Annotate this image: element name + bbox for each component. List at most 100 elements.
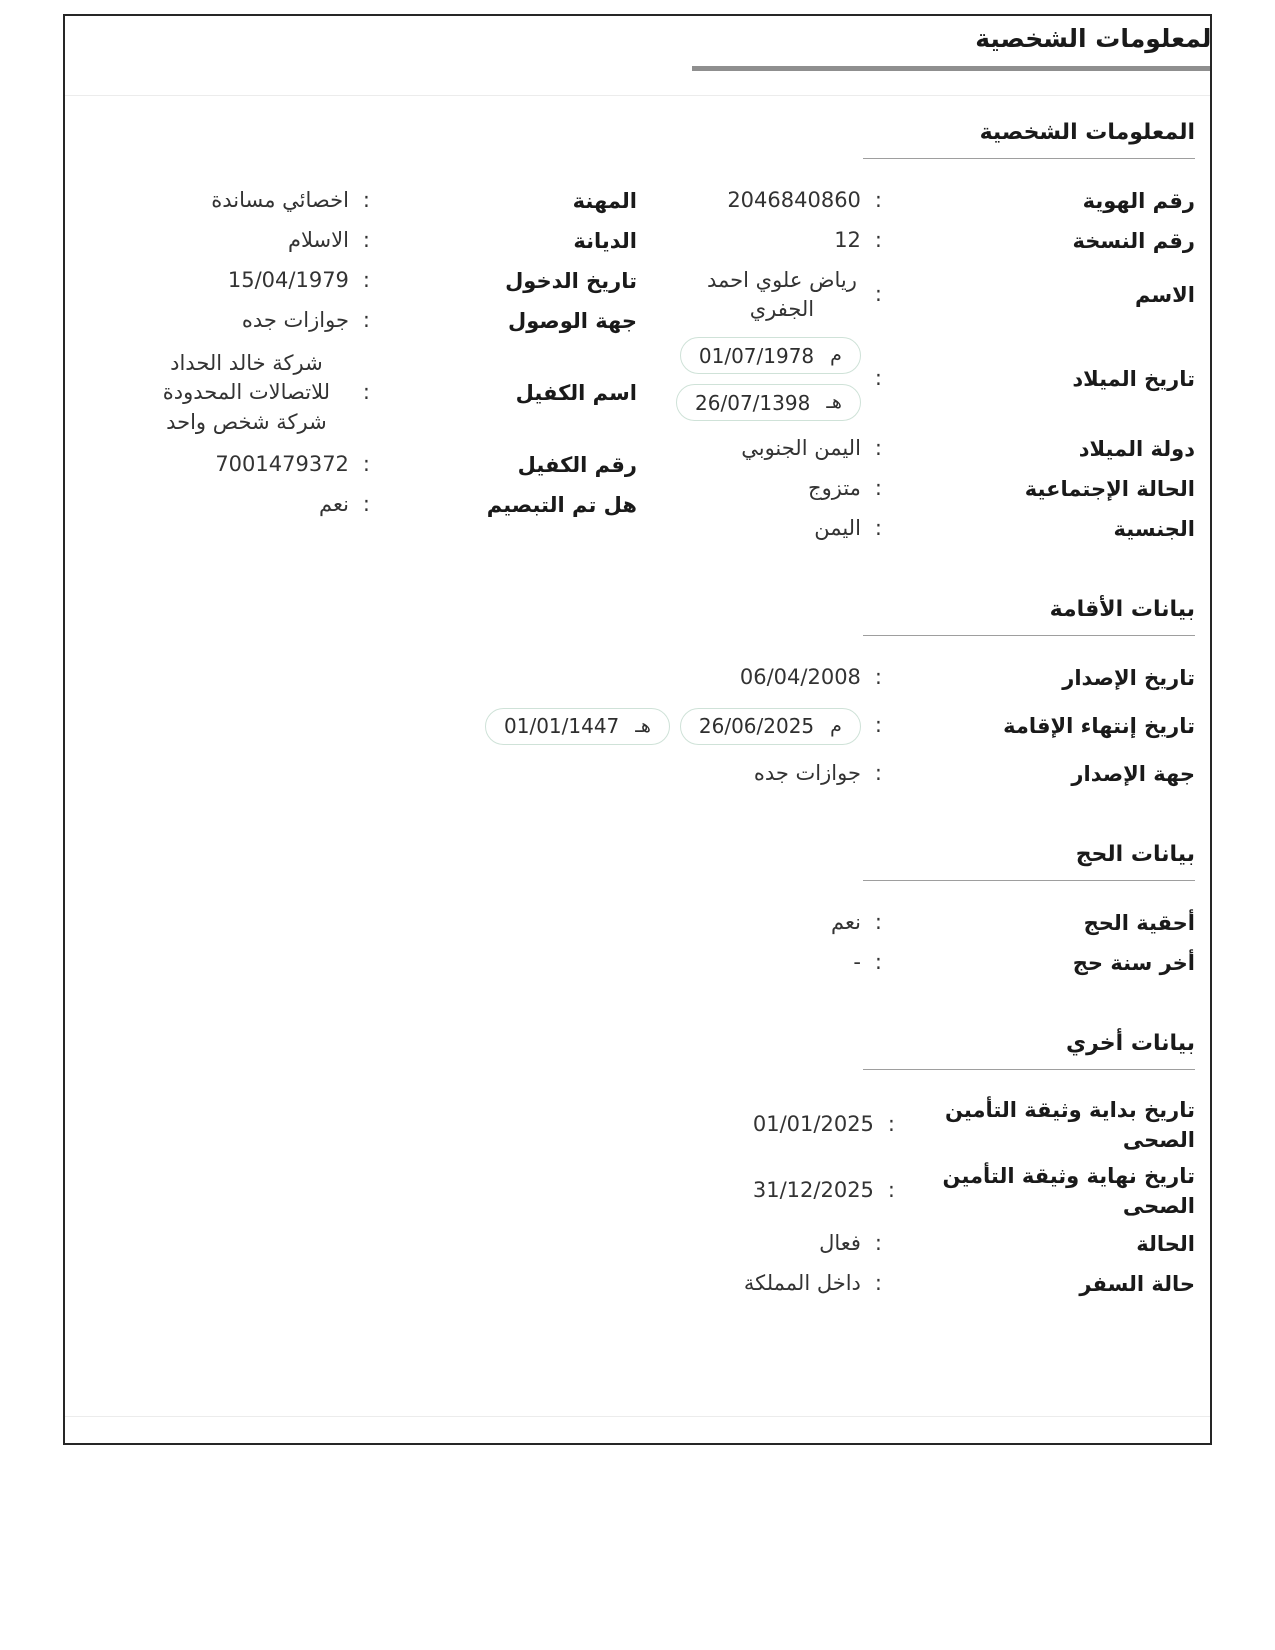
colon: : [874,188,882,213]
field-row-fingerprinted: هل تم التبصيم : نعم [80,485,637,525]
field-label: دولة الميلاد [1078,436,1195,461]
birth-date-chips: م 01/07/1978 هـ 26/07/1398 [676,337,861,421]
field-value: 01/01/2025 [752,1112,874,1137]
personal-right-column: رقم الهوية : 2046840860 رقم النسخة : 12 [637,181,1195,549]
field-row-entry-date: تاريخ الدخول : 15/04/1979 [80,261,637,301]
tab-bar: المعلومات الشخصية [65,16,1210,96]
colon: : [874,228,882,253]
chip-date: 26/07/1398 [695,390,811,415]
colon: : [874,1231,882,1256]
hijri-date-chip: هـ 26/07/1398 [676,384,861,421]
field-label: أخر سنة حج [1072,950,1195,975]
field-value-wrap: : متزوج [637,474,882,503]
field-value-wrap: : 06/04/2008 [80,663,882,692]
gregorian-date-chip: م 01/07/1978 [679,337,861,374]
field-value-wrap: : فعال [80,1229,882,1258]
era-label: م [830,714,842,737]
field-value: 12 [834,228,861,253]
colon: : [874,665,882,690]
field-value-wrap: : 7001479372 [80,450,370,479]
field-label: اسم الكفيل [515,380,637,405]
field-label: تاريخ إنتهاء الإقامة [1003,713,1195,738]
colon: : [362,452,370,477]
field-row-insurance-end: تاريخ نهاية وثيقة التأمين الصحى : 31/12/… [80,1158,1195,1224]
field-value: اليمن [814,516,861,541]
field-value: - [853,950,861,975]
field-label: تاريخ الميلاد [1072,366,1195,391]
field-row-name: الاسم : رياض علوي احمد الجفري [637,261,1195,329]
field-label: رقم الكفيل [517,452,637,477]
field-label: تاريخ نهاية وثيقة التأمين الصحى [942,1163,1195,1218]
field-label: الحالة الإجتماعية [1024,476,1195,501]
colon: : [874,1271,882,1296]
field-row-hajj-eligibility: أحقية الحج : نعم [80,903,1195,943]
chip-date: 01/07/1978 [698,343,815,368]
field-value-wrap: : 2046840860 [637,186,882,215]
field-value-wrap: : اخصائي مساندة [80,186,370,215]
field-value-wrap: : نعم [80,908,882,937]
chip-date: 26/06/2025 [698,714,815,738]
field-label: هل تم التبصيم [486,492,637,517]
field-value: متزوج [808,476,861,501]
field-row-iqama-expiry: تاريخ إنتهاء الإقامة : م 26/06/2025 هـ 0… [80,698,1195,754]
field-label: جهة الوصول [508,308,637,333]
colon: : [362,492,370,517]
field-value-wrap: : 12 [637,226,882,255]
field-value: 7001479372 [215,452,349,477]
field-value-wrap: : م 01/07/1978 هـ 26/07/1398 [637,337,882,421]
colon: : [362,268,370,293]
field-value-wrap: : داخل المملكة [80,1269,882,1298]
field-row-sponsor-number: رقم الكفيل : 7001479372 [80,445,637,485]
personal-left-column: المهنة : اخصائي مساندة الديانة : الاسلام [80,181,637,525]
tab-personal-info[interactable]: المعلومات الشخصية [975,24,1212,53]
card-footer-divider [65,1416,1210,1417]
card-content: المعلومات الشخصية رقم الهوية : 204684086… [65,120,1210,1304]
field-row-issue-authority: جهة الإصدار : جوازات جده [80,754,1195,794]
field-row-nationality: الجنسية : اليمن [637,509,1195,549]
iqama-expiry-chips: م 26/06/2025 هـ 01/01/1447 [485,707,861,745]
field-value: نعم [830,910,861,935]
field-label: جهة الإصدار [1071,761,1195,786]
field-value: جوازات جده [753,761,861,786]
field-row-issue-date: تاريخ الإصدار : 06/04/2008 [80,658,1195,698]
field-value-wrap: : - [80,948,882,977]
field-label: تاريخ الإصدار [1062,665,1195,690]
field-value: شركة خالد الحداد للاتصالات المحدودة شركة… [162,350,331,434]
field-value-wrap: : جوازات جده [80,306,370,335]
section-title-other: بيانات أخري [863,1031,1195,1070]
field-value-wrap: : رياض علوي احمد الجفري [637,266,882,325]
field-value: الاسلام [287,228,349,253]
field-value: 15/04/1979 [227,268,349,293]
field-row-last-hajj-year: أخر سنة حج : - [80,943,1195,983]
field-label: تاريخ الدخول [505,268,637,293]
field-row-birth-country: دولة الميلاد : اليمن الجنوبي [637,429,1195,469]
field-label: المهنة [572,188,637,213]
field-row-version-number: رقم النسخة : 12 [637,221,1195,261]
field-label: الديانة [573,228,637,253]
gregorian-date-chip: م 26/06/2025 [679,707,861,745]
field-row-birth-date: تاريخ الميلاد : م 01/07/1978 هـ 26/ [637,329,1195,429]
colon: : [362,380,370,405]
era-label: هـ [635,714,651,737]
field-value: 31/12/2025 [752,1178,874,1203]
hijri-date-chip: هـ 01/01/1447 [485,707,670,745]
field-label: الاسم [1135,282,1195,307]
colon: : [874,761,882,786]
field-label: حالة السفر [1079,1271,1195,1296]
colon: : [874,366,882,391]
colon: : [874,476,882,501]
field-value-wrap: : اليمن [637,514,882,543]
field-value-wrap: : نعم [80,490,370,519]
colon: : [362,308,370,333]
chip-date: 01/01/1447 [504,714,620,738]
field-label: الحالة [1136,1231,1195,1256]
field-value: 2046840860 [727,188,861,213]
colon: : [874,436,882,461]
section-personal-body: رقم الهوية : 2046840860 رقم النسخة : 12 [80,181,1195,549]
field-value: اخصائي مساندة [211,188,349,213]
field-label: الجنسية [1113,516,1195,541]
field-row-occupation: المهنة : اخصائي مساندة [80,181,637,221]
field-row-status: الحالة : فعال [80,1224,1195,1264]
colon: : [874,713,882,738]
field-label: رقم النسخة [1072,228,1195,253]
